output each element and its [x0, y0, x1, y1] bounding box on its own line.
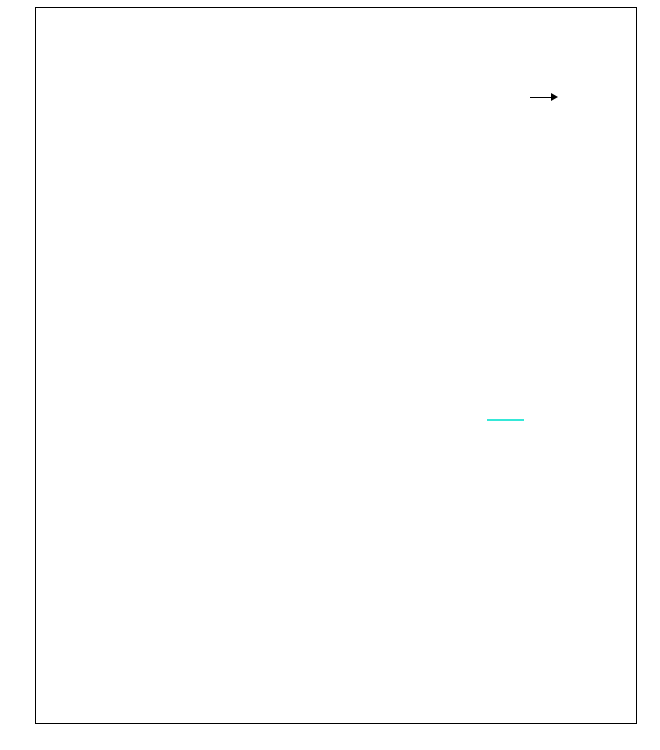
velocity-scale-arrow-icon: [530, 97, 552, 98]
bathymetry-contour-sample-line: [487, 419, 524, 421]
velocity-scale-arrowhead-icon: [551, 93, 558, 101]
sst-map-image: [36, 8, 636, 723]
temperature-colorbar: [577, 243, 586, 441]
